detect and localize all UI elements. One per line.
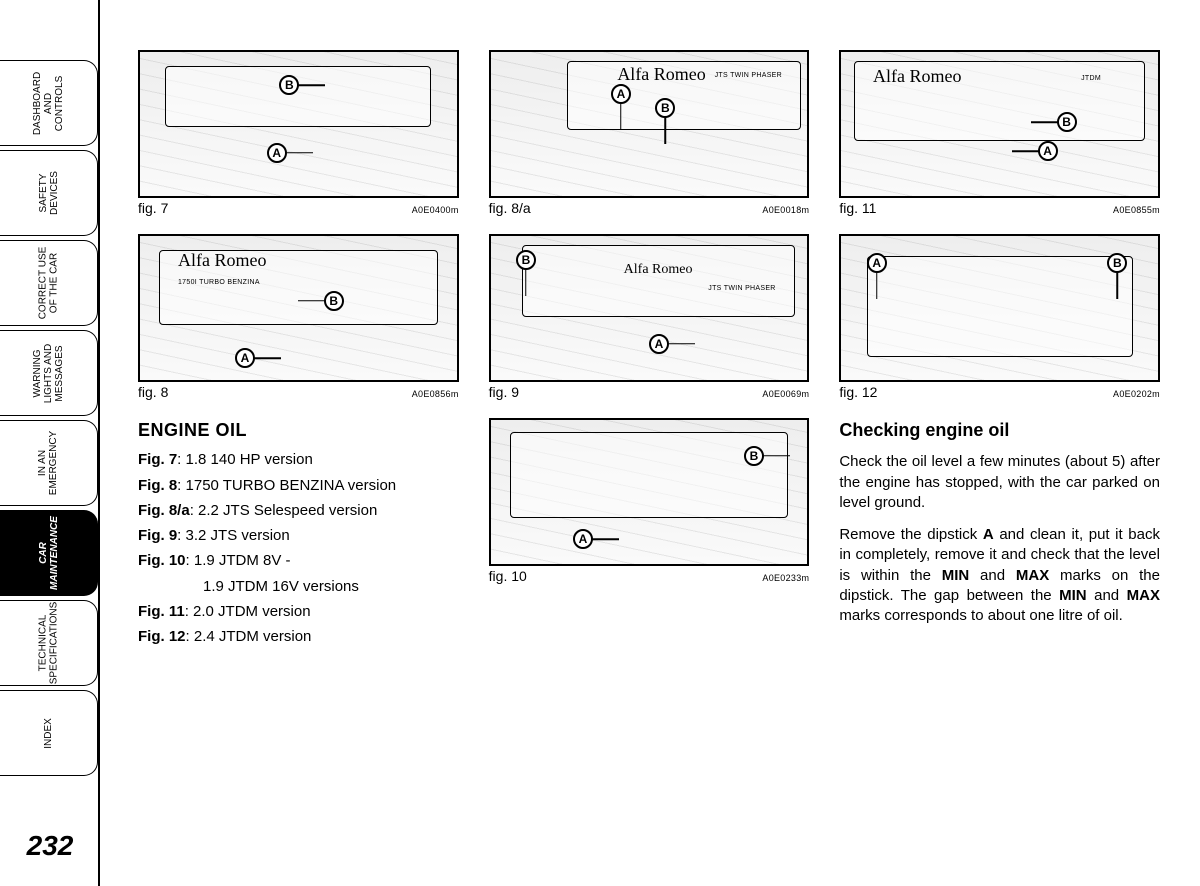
figure-10: B A fig. 10A0E0233m [489,418,810,652]
check-oil-para-1: Check the oil level a few minutes (about… [839,452,1160,513]
section-tabs: DASHBOARD AND CONTROLS SAFETY DEVICES CO… [0,0,100,886]
marker-a: A [611,84,631,104]
marker-a: A [267,143,287,163]
figure-8: Alfa Romeo 1750I TURBO BENZINA B A fig. … [138,234,459,400]
section-heading: ENGINE OIL [138,418,459,442]
marker-a: A [1038,141,1058,161]
tab-car-maintenance[interactable]: CAR MAINTENANCE [0,510,98,596]
checking-oil-section: Checking engine oil Check the oil level … [839,418,1160,652]
tab-emergency[interactable]: IN AN EMERGENCY [0,420,98,506]
marker-a: A [649,334,669,354]
figure-12: A B fig. 12A0E0202m [839,234,1160,400]
marker-b: B [744,446,764,466]
figure-11: Alfa Romeo JTDM B A fig. 11A0E0855m [839,50,1160,216]
marker-b: B [324,291,344,311]
tab-safety[interactable]: SAFETY DEVICES [0,150,98,236]
subsection-heading: Checking engine oil [839,418,1160,442]
check-oil-para-2: Remove the dipstick A and clean it, put … [839,525,1160,626]
tab-index[interactable]: INDEX [0,690,98,776]
figure-list: Fig. 7: 1.8 140 HP version Fig. 8: 1750 … [138,450,459,647]
marker-a: A [867,253,887,273]
tab-technical-specs[interactable]: TECHNICAL SPECIFICATIONS [0,600,98,686]
figure-9: Alfa Romeo JTS TWIN PHASER B A fig. 9A0E… [489,234,810,400]
fig-label: fig. 7 [138,200,168,216]
fig-code: A0E0400m [412,205,459,215]
page-number: 232 [0,830,100,862]
tab-correct-use[interactable]: CORRECT USE OF THE CAR [0,240,98,326]
engine-oil-section: ENGINE OIL Fig. 7: 1.8 140 HP version Fi… [138,418,459,652]
page-content: B A fig. 7 A0E0400m Alfa Romeo JTS TWIN P… [108,0,1200,886]
marker-b: B [1057,112,1077,132]
tab-warning-lights[interactable]: WARNING LIGHTS AND MESSAGES [0,330,98,416]
figure-8a: Alfa Romeo JTS TWIN PHASER A B fig. 8/aA… [489,50,810,216]
tab-dashboard[interactable]: DASHBOARD AND CONTROLS [0,60,98,146]
figure-7: B A fig. 7A0E0400m [138,50,459,216]
